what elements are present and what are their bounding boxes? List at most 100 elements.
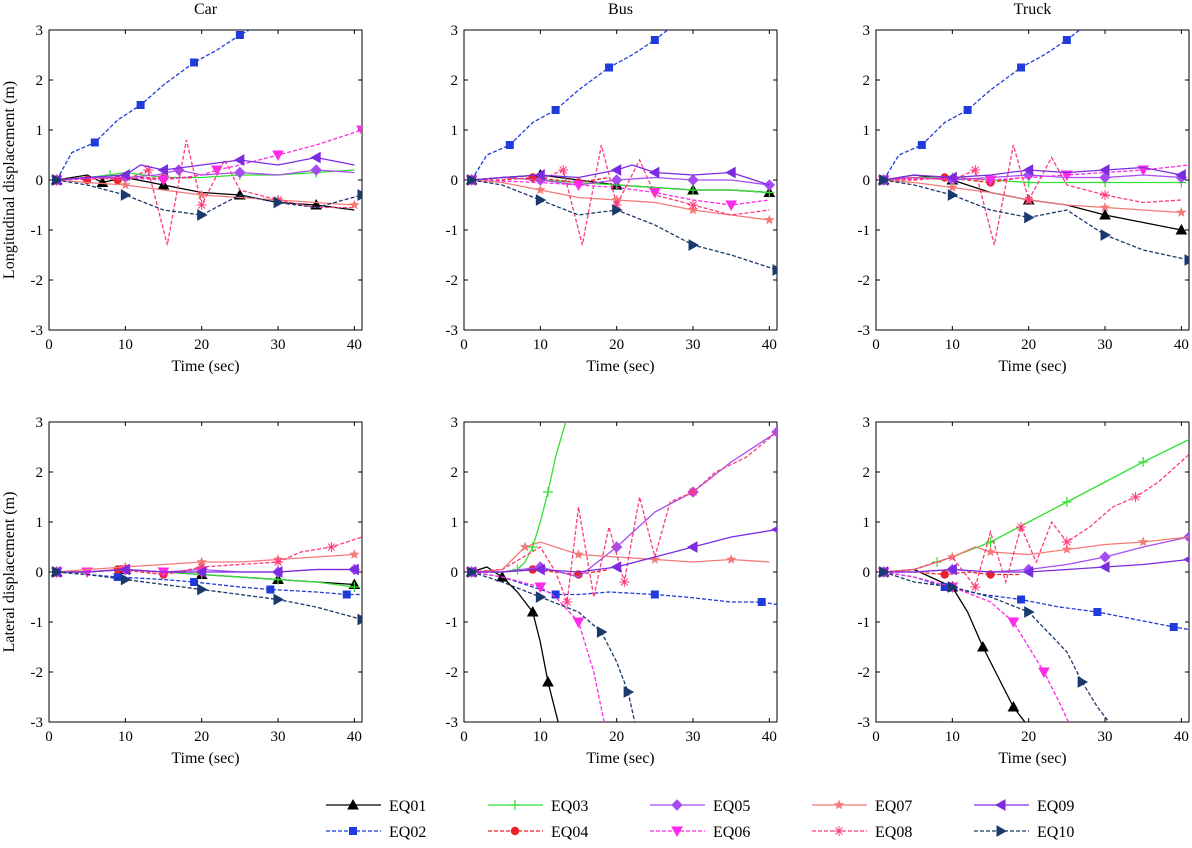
x-tick-label: 10: [945, 337, 960, 353]
marker-eq02: [551, 106, 560, 114]
legend-label: EQ05: [713, 798, 750, 815]
marker-eq02: [940, 583, 949, 591]
x-tick-label: 40: [762, 337, 777, 353]
x-axis-label: Time (sec): [998, 358, 1066, 375]
legend-label: EQ02: [389, 824, 426, 841]
legend-marker: [833, 799, 845, 810]
marker-eq07: [1176, 207, 1187, 217]
series-line-eq08: [471, 431, 777, 603]
legend-marker: [834, 826, 844, 836]
marker-eq05: [173, 164, 185, 176]
marker-eq08: [273, 557, 284, 567]
x-tick-label: 30: [1098, 729, 1113, 745]
marker-eq08: [688, 200, 699, 210]
marker-eq06: [572, 180, 585, 192]
marker-eq06: [572, 617, 585, 629]
marker-eq02: [90, 138, 99, 147]
marker-eq10: [688, 239, 700, 251]
legend-marker: [510, 800, 520, 810]
x-tick-label: 20: [194, 337, 209, 353]
marker-eq07: [120, 179, 131, 190]
marker-eq08: [970, 165, 981, 175]
y-tick-label: 0: [863, 173, 871, 189]
marker-eq10: [52, 566, 63, 578]
marker-eq09: [610, 561, 622, 573]
marker-eq10: [535, 194, 547, 206]
y-tick-label: -2: [31, 273, 44, 289]
marker-eq06: [1061, 170, 1073, 182]
marker-eq10: [947, 189, 959, 201]
y-tick-label: 2: [863, 73, 871, 89]
marker-eq08: [688, 487, 699, 497]
marker-eq05: [1099, 551, 1111, 563]
marker-eq09: [1022, 566, 1034, 578]
y-tick-label: -2: [858, 273, 871, 289]
marker-eq10: [947, 581, 959, 593]
x-tick-label: 0: [872, 337, 880, 353]
y-tick-label: -1: [858, 615, 871, 631]
marker-eq03: [1138, 457, 1149, 467]
legend-item-eq05: EQ05: [650, 798, 750, 815]
y-tick-label: 2: [863, 465, 871, 481]
marker-eq08: [1100, 190, 1111, 200]
marker-eq06: [649, 188, 661, 199]
marker-eq02: [190, 578, 199, 586]
marker-eq07: [573, 549, 584, 559]
plot-area: [877, 30, 1189, 266]
marker-eq06: [272, 150, 284, 162]
x-tick-label: 20: [609, 337, 624, 353]
y-tick-label: -1: [31, 223, 44, 239]
y-tick-label: -1: [446, 223, 459, 239]
y-tick-label: 3: [36, 415, 44, 431]
x-axis-label: Time (sec): [586, 750, 654, 767]
y-tick-label: 1: [36, 123, 44, 139]
marker-eq02: [505, 141, 514, 149]
marker-eq10: [197, 209, 208, 221]
marker-eq07: [764, 214, 775, 225]
x-tick-label: 40: [1174, 729, 1189, 745]
marker-eq09: [946, 563, 957, 576]
marker-eq09: [310, 151, 321, 164]
marker-eq10: [357, 189, 362, 201]
y-tick-label: 0: [863, 565, 871, 581]
legend-marker: [671, 799, 683, 811]
marker-eq08: [1130, 492, 1141, 502]
legend-item-eq07: EQ07: [812, 798, 912, 815]
marker-eq09: [1098, 164, 1110, 176]
y-tick-label: 0: [451, 565, 459, 581]
marker-eq10: [273, 593, 285, 606]
marker-eq08: [970, 582, 981, 592]
marker-eq07: [726, 554, 737, 564]
series-line-eq07: [471, 541, 770, 573]
marker-eq10: [596, 626, 608, 638]
series-line-eq08: [471, 144, 770, 246]
marker-eq09: [1182, 556, 1189, 563]
marker-eq01: [526, 605, 539, 617]
marker-eq02: [342, 590, 351, 599]
legend-label: EQ09: [1037, 798, 1074, 815]
marker-eq09: [686, 541, 698, 553]
y-tick-label: -3: [31, 323, 44, 339]
y-axis-label: Lateral displacement (m): [1, 492, 18, 653]
marker-eq02: [650, 590, 659, 599]
series-line-eq09: [471, 164, 770, 186]
marker-eq09: [119, 169, 130, 181]
marker-eq09: [195, 566, 207, 578]
marker-eq05: [687, 174, 699, 186]
series-line-eq02: [56, 30, 251, 181]
marker-eq10: [273, 196, 285, 209]
marker-eq08: [562, 597, 573, 607]
marker-eq09: [233, 154, 245, 166]
x-tick-label: 40: [1174, 337, 1189, 353]
marker-eq05: [310, 164, 322, 176]
x-tick-label: 20: [1021, 337, 1036, 353]
y-tick-label: 3: [863, 415, 871, 431]
marker-eq10: [357, 613, 362, 626]
panel-title: Car: [194, 1, 218, 18]
marker-eq06: [157, 175, 170, 187]
